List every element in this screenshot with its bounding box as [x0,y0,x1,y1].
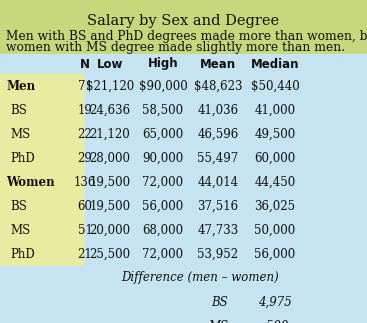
Text: BS: BS [211,296,228,308]
Text: Low: Low [97,57,123,70]
Text: 46,596: 46,596 [197,128,239,141]
Text: $90,000: $90,000 [139,79,188,92]
Bar [0,54,367,74]
Bar [85,74,367,98]
Text: Median: Median [251,57,299,70]
Text: 19: 19 [77,103,92,117]
Text: 65,000: 65,000 [142,128,184,141]
Text: BS: BS [10,200,27,213]
Text: $21,120: $21,120 [86,79,134,92]
Text: PhD: PhD [10,151,35,164]
Text: Men with BS and PhD degrees made more than women, but: Men with BS and PhD degrees made more th… [6,30,367,43]
Text: N: N [80,57,90,70]
Bar [85,98,367,122]
Text: Salary by Sex and Degree: Salary by Sex and Degree [87,14,280,28]
Text: 136: 136 [74,175,96,189]
Text: 36,025: 36,025 [254,200,295,213]
Text: –500: –500 [261,319,289,323]
Bar [0,218,85,242]
Text: 68,000: 68,000 [142,224,184,236]
Bar [85,146,367,170]
Text: $48,623: $48,623 [194,79,242,92]
Bar [0,74,85,98]
Text: 24,636: 24,636 [90,103,131,117]
Bar [85,122,367,146]
Text: 90,000: 90,000 [142,151,184,164]
Text: 56,000: 56,000 [142,200,184,213]
Text: 25,500: 25,500 [90,247,131,261]
Text: High: High [148,57,178,70]
Text: 44,014: 44,014 [197,175,239,189]
Text: 44,450: 44,450 [254,175,296,189]
Text: 60,000: 60,000 [254,151,296,164]
Bar [85,170,367,194]
Text: 53,952: 53,952 [197,247,239,261]
Text: 28,000: 28,000 [90,151,131,164]
Text: 37,516: 37,516 [197,200,239,213]
Bar [85,242,367,266]
Text: 21: 21 [78,247,92,261]
Bar [85,194,367,218]
Text: 41,036: 41,036 [197,103,239,117]
Text: 72,000: 72,000 [142,247,184,261]
Text: 47,733: 47,733 [197,224,239,236]
Text: 29: 29 [77,151,92,164]
Text: PhD: PhD [10,247,35,261]
Text: Mean: Mean [200,57,236,70]
Text: BS: BS [10,103,27,117]
Text: Men: Men [6,79,35,92]
Text: Difference (men – women): Difference (men – women) [121,272,279,285]
Text: 71: 71 [77,79,92,92]
Text: $50,440: $50,440 [251,79,299,92]
Text: 72,000: 72,000 [142,175,184,189]
Bar [0,266,367,323]
Text: 41,000: 41,000 [254,103,295,117]
Bar [0,98,85,122]
Bar [0,122,85,146]
Bar [0,242,85,266]
Bar [0,146,85,170]
Text: 20,000: 20,000 [90,224,131,236]
Text: 60: 60 [77,200,92,213]
Text: MS: MS [10,224,30,236]
Text: 58,500: 58,500 [142,103,184,117]
Text: MS: MS [10,128,30,141]
Bar [85,218,367,242]
Text: 56,000: 56,000 [254,247,296,261]
Text: women with MS degree made slightly more than men.: women with MS degree made slightly more … [6,41,345,54]
Text: 21,120: 21,120 [90,128,130,141]
Text: 22: 22 [78,128,92,141]
Text: 49,500: 49,500 [254,128,296,141]
Bar [0,170,85,194]
Text: 19,500: 19,500 [90,175,131,189]
Text: 4,975: 4,975 [258,296,292,308]
Text: 50,000: 50,000 [254,224,296,236]
Bar [0,194,85,218]
Text: Women: Women [6,175,55,189]
Text: 19,500: 19,500 [90,200,131,213]
Text: MS: MS [208,319,228,323]
Text: 55,497: 55,497 [197,151,239,164]
Text: 51: 51 [77,224,92,236]
